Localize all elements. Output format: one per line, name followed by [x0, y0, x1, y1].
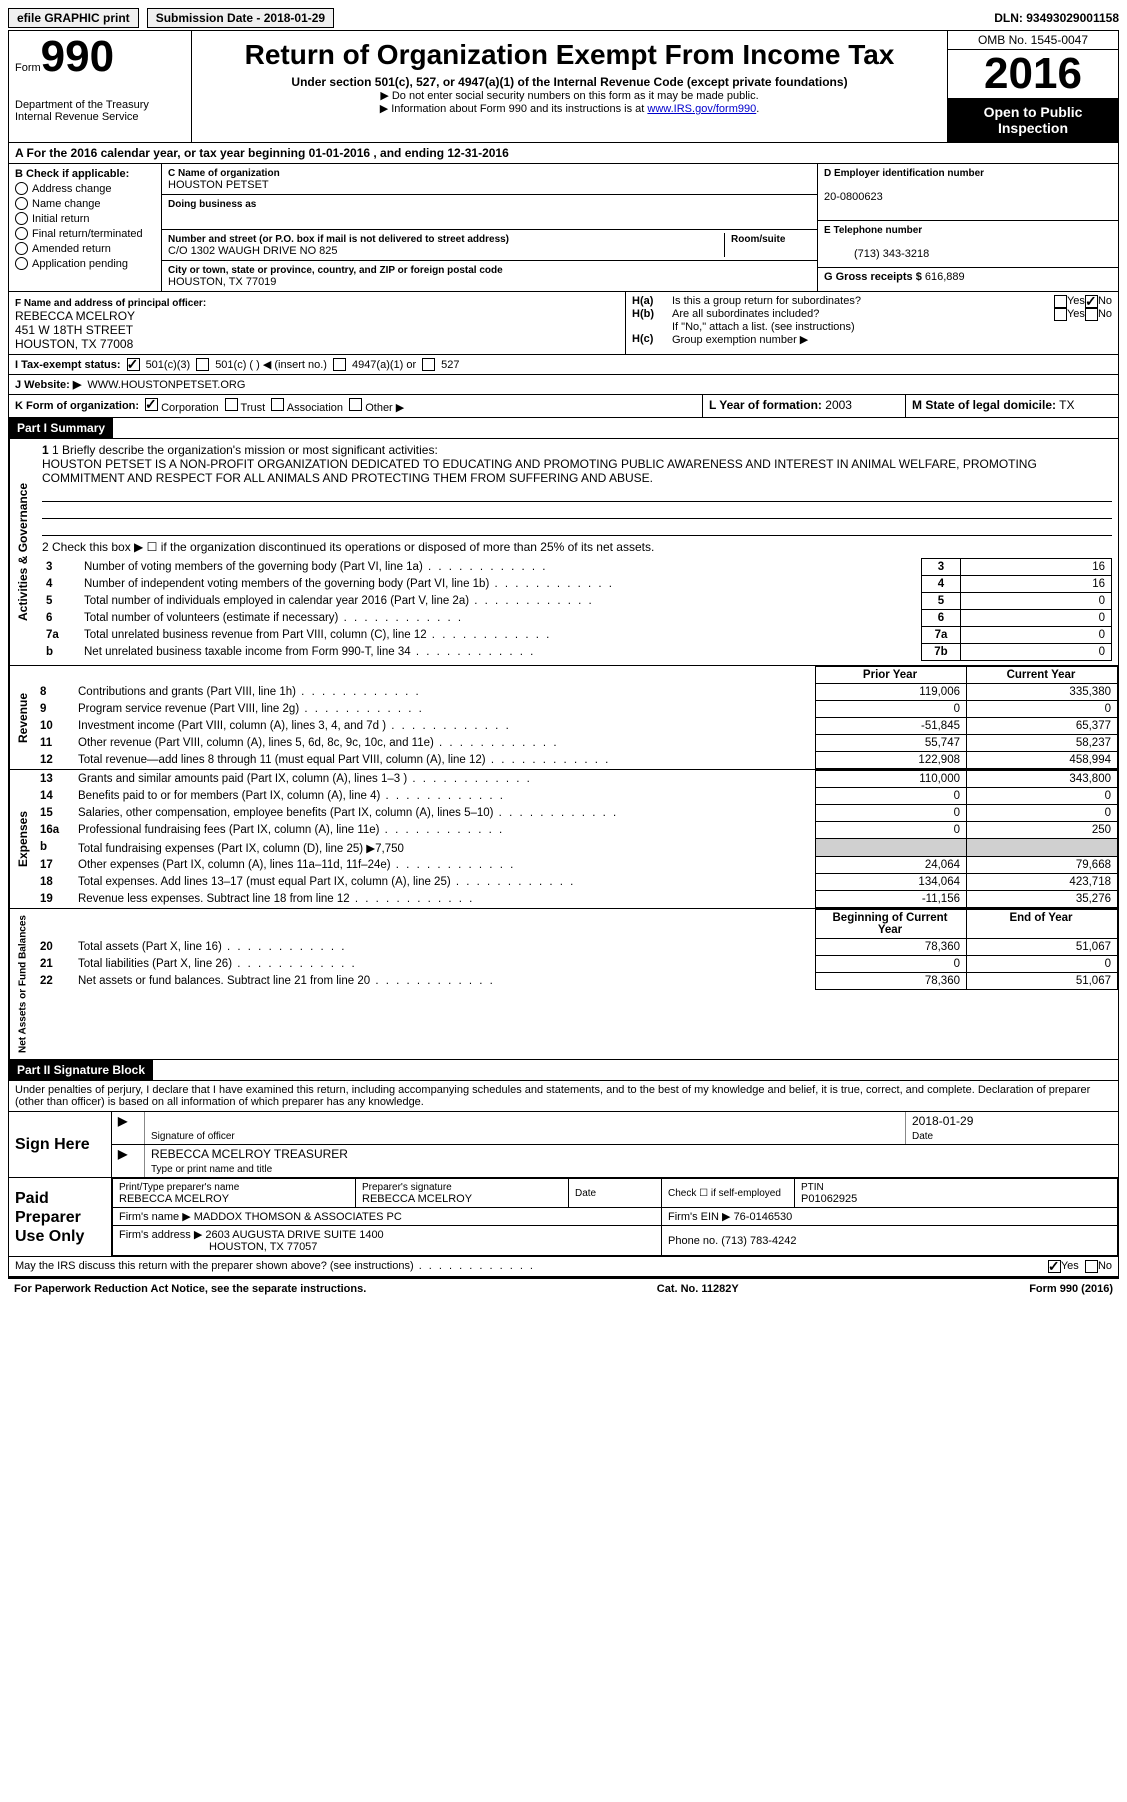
hb-no-checkbox[interactable]: [1085, 308, 1098, 321]
form-label: Form: [15, 62, 41, 74]
i-527-checkbox[interactable]: [422, 358, 435, 371]
sign-here-label: Sign Here: [9, 1112, 111, 1177]
preparer-sig: REBECCA MCELROY: [362, 1193, 472, 1205]
room-label: Room/suite: [731, 234, 785, 245]
vert-activities-governance: Activities & Governance: [9, 439, 36, 665]
mission-label: 1 Briefly describe the organization's mi…: [52, 443, 438, 457]
form-subtitle: Under section 501(c), 527, or 4947(a)(1)…: [200, 75, 939, 89]
b-checkbox-item[interactable]: Amended return: [15, 242, 155, 255]
k-opt-checkbox[interactable]: [349, 398, 362, 411]
i-4947-checkbox[interactable]: [333, 358, 346, 371]
sig-officer-label: Signature of officer: [151, 1131, 235, 1142]
l-value: 2003: [825, 398, 852, 412]
section-b-checkboxes: B Check if applicable: Address change Nam…: [9, 164, 162, 291]
ssn-note: ▶ Do not enter social security numbers o…: [200, 89, 939, 102]
firm-addr2: HOUSTON, TX 77057: [119, 1241, 317, 1253]
h-a-text: Is this a group return for subordinates?: [672, 295, 1054, 308]
b-label: B Check if applicable:: [15, 168, 155, 180]
officer-addr1: 451 W 18TH STREET: [15, 323, 133, 337]
perjury-text: Under penalties of perjury, I declare th…: [8, 1081, 1119, 1112]
vert-revenue: Revenue: [9, 666, 36, 769]
tax-year: 2016: [948, 50, 1118, 98]
efile-print-button[interactable]: efile GRAPHIC print: [8, 8, 139, 28]
self-employed-check[interactable]: Check ☐ if self-employed: [662, 1179, 795, 1208]
ha-yes-checkbox[interactable]: [1054, 295, 1067, 308]
phone-value: (713) 343-3218: [824, 248, 929, 260]
addr-label: Number and street (or P.O. box if mail i…: [168, 234, 509, 245]
footer-right: Form 990 (2016): [1029, 1283, 1113, 1295]
footer-left: For Paperwork Reduction Act Notice, see …: [14, 1283, 366, 1295]
ein-label: D Employer identification number: [824, 168, 984, 179]
omb-number: OMB No. 1545-0047: [948, 31, 1118, 50]
h-b-note: If "No," attach a list. (see instruction…: [632, 321, 1112, 333]
form-header: Form990 Department of the Treasury Inter…: [8, 30, 1119, 143]
phone-label: E Telephone number: [824, 225, 922, 236]
row-a-tax-year: A For the 2016 calendar year, or tax yea…: [9, 143, 1118, 164]
line2-checkbox-text: 2 Check this box ▶ ☐ if the organization…: [42, 536, 1112, 558]
l-label: L Year of formation:: [709, 398, 822, 412]
ein-value: 20-0800623: [824, 191, 883, 203]
i-501c-checkbox[interactable]: [196, 358, 209, 371]
b-checkbox-item[interactable]: Final return/terminated: [15, 227, 155, 240]
k-opt-checkbox[interactable]: [271, 398, 284, 411]
submission-date-box: Submission Date - 2018-01-29: [147, 8, 334, 28]
discuss-no-checkbox[interactable]: [1085, 1260, 1098, 1273]
mission-text: HOUSTON PETSET IS A NON-PROFIT ORGANIZAT…: [42, 457, 1112, 485]
gross-receipts-label: G Gross receipts $: [824, 271, 922, 283]
city-label: City or town, state or province, country…: [168, 265, 503, 276]
b-checkbox-item[interactable]: Name change: [15, 197, 155, 210]
vert-expenses: Expenses: [9, 770, 36, 908]
i-label: I Tax-exempt status:: [15, 359, 121, 371]
part1-header: Part I Summary: [9, 418, 113, 438]
firm-addr: 2603 AUGUSTA DRIVE SUITE 1400: [205, 1229, 383, 1241]
k-opt-checkbox[interactable]: [225, 398, 238, 411]
preparer-name: REBECCA MCELROY: [119, 1193, 229, 1205]
ptin-value: P01062925: [801, 1193, 857, 1205]
top-bar: efile GRAPHIC print Submission Date - 20…: [8, 8, 1119, 28]
gross-receipts-value: 616,889: [925, 271, 965, 283]
open-public-badge: Open to Public Inspection: [948, 98, 1118, 142]
dln-label: DLN: 93493029001158: [994, 11, 1119, 25]
footer-center: Cat. No. 11282Y: [657, 1283, 739, 1295]
m-value: TX: [1059, 398, 1074, 412]
b-checkbox-item[interactable]: Initial return: [15, 212, 155, 225]
vert-net-assets: Net Assets or Fund Balances: [9, 909, 36, 1059]
i-501c3-checkbox[interactable]: [127, 358, 140, 371]
form-title: Return of Organization Exempt From Incom…: [200, 39, 939, 71]
part2-header: Part II Signature Block: [9, 1060, 153, 1080]
irs-label: Internal Revenue Service: [15, 111, 185, 123]
website-value: WWW.HOUSTONPETSET.ORG: [87, 379, 245, 391]
b-checkbox-item[interactable]: Address change: [15, 182, 155, 195]
form-number: 990: [41, 32, 114, 81]
hb-yes-checkbox[interactable]: [1054, 308, 1067, 321]
m-label: M State of legal domicile:: [912, 398, 1056, 412]
officer-addr2: HOUSTON, TX 77008: [15, 337, 133, 351]
paid-preparer-label: Paid Preparer Use Only: [9, 1178, 111, 1256]
irs-link[interactable]: www.IRS.gov/form990: [647, 103, 756, 115]
dba-label: Doing business as: [168, 199, 256, 210]
org-name: HOUSTON PETSET: [168, 179, 269, 191]
discuss-yes-checkbox[interactable]: [1048, 1260, 1061, 1273]
ha-no-checkbox[interactable]: [1085, 295, 1098, 308]
info-note: ▶ Information about Form 990 and its ins…: [200, 102, 939, 115]
org-name-label: C Name of organization: [168, 168, 280, 179]
firm-name: MADDOX THOMSON & ASSOCIATES PC: [194, 1211, 402, 1223]
b-checkbox-item[interactable]: Application pending: [15, 257, 155, 270]
j-label: J Website: ▶: [15, 378, 81, 391]
street-address: C/O 1302 WAUGH DRIVE NO 825: [168, 245, 338, 257]
sig-date: 2018-01-29: [912, 1114, 973, 1128]
officer-name: REBECCA MCELROY: [15, 309, 135, 323]
firm-phone: (713) 783-4242: [721, 1235, 796, 1247]
officer-label: F Name and address of principal officer:: [15, 298, 206, 309]
k-label: K Form of organization:: [15, 400, 139, 412]
h-b-text: Are all subordinates included?: [672, 308, 1054, 321]
k-opt-checkbox[interactable]: [145, 398, 158, 411]
dept-treasury: Department of the Treasury: [15, 99, 185, 111]
discuss-text: May the IRS discuss this return with the…: [15, 1260, 414, 1272]
city-state-zip: HOUSTON, TX 77019: [168, 276, 276, 288]
firm-ein: 76-0146530: [734, 1211, 793, 1223]
h-c-text: Group exemption number ▶: [672, 333, 808, 346]
officer-name-title: REBECCA MCELROY TREASURER: [151, 1147, 348, 1161]
